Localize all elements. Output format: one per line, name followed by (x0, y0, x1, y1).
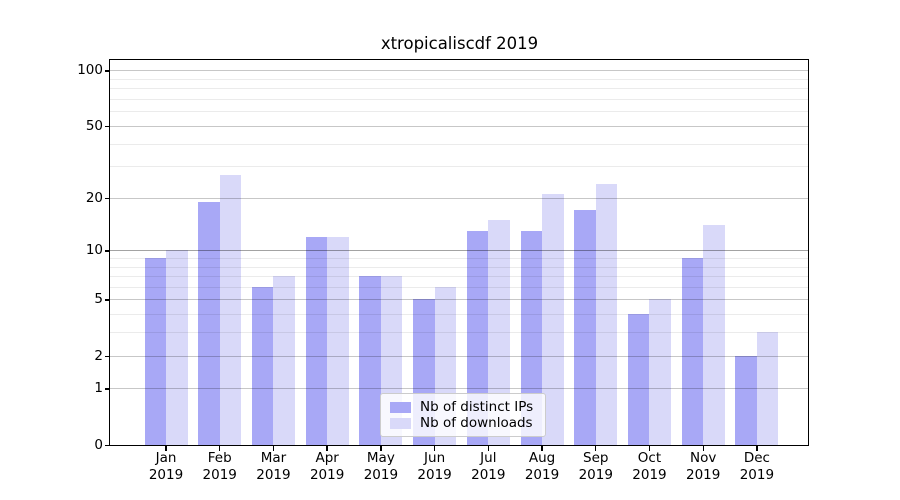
bar-distinct-ips-oct-2019 (627, 314, 650, 446)
gridline-major (110, 355, 809, 357)
gridline-minor (110, 88, 809, 90)
bar-downloads-nov-2019 (703, 225, 725, 446)
y-tick-label: 10 (85, 242, 103, 259)
chart-title: xtropicaliscdf 2019 (380, 34, 539, 53)
x-tick (541, 445, 543, 451)
y-tick (105, 444, 110, 447)
x-tick (648, 445, 651, 451)
gridline-minor (110, 266, 809, 268)
x-tick (756, 445, 758, 451)
gridline-major (110, 388, 809, 390)
gridline-minor (110, 166, 809, 168)
plot-area (110, 59, 809, 446)
gridline-minor (110, 111, 809, 113)
y-tick-label: 2 (94, 347, 103, 364)
x-tick-label: Feb 2019 (202, 450, 237, 483)
bar-downloads-sep-2019 (595, 183, 618, 446)
x-tick-label: Aug 2019 (524, 450, 560, 483)
y-tick (105, 355, 110, 357)
x-tick-label: Jul 2019 (471, 450, 506, 483)
bar-distinct-ips-mar-2019 (251, 286, 274, 446)
y-tick (105, 70, 110, 72)
gridline-minor (110, 258, 809, 259)
gridline-major (110, 197, 809, 199)
x-tick-label: Oct 2019 (632, 450, 667, 483)
bar-distinct-ips-sep-2019 (574, 210, 596, 446)
y-tick (105, 299, 110, 301)
gridline-minor (110, 143, 809, 145)
legend-label: Nb of downloads (420, 415, 533, 431)
y-tick (105, 125, 110, 128)
bar-distinct-ips-jul-2019 (466, 230, 489, 446)
bar-downloads-feb-2019 (219, 174, 242, 446)
bar-downloads-jan-2019 (166, 250, 188, 446)
gridline-major (110, 125, 809, 127)
bar-downloads-dec-2019 (756, 332, 779, 446)
gridline-minor (110, 286, 809, 288)
y-tick-label: 0 (94, 436, 103, 453)
bar-distinct-ips-apr-2019 (305, 236, 328, 446)
bar-downloads-aug-2019 (542, 194, 564, 446)
y-tick (105, 250, 110, 252)
x-tick (272, 445, 275, 451)
legend-item: Nb of distinct IPs (390, 399, 536, 415)
legend-swatch-downloads (390, 417, 411, 429)
x-tick (219, 445, 221, 451)
y-tick-label: 20 (85, 189, 103, 206)
x-tick (165, 445, 167, 451)
bar-distinct-ips-nov-2019 (681, 258, 704, 446)
legend-item: Nb of downloads (390, 415, 536, 431)
x-tick (702, 445, 704, 451)
bar-distinct-ips-feb-2019 (198, 201, 220, 446)
gridline-minor (110, 78, 809, 80)
legend-swatch-distinct-ips (390, 401, 411, 413)
x-tick (487, 445, 489, 451)
bar-distinct-ips-aug-2019 (520, 230, 543, 446)
gridline-minor (110, 99, 809, 101)
x-tick-label: Nov 2019 (686, 450, 721, 483)
legend: Nb of distinct IPs Nb of downloads (380, 393, 546, 437)
bar-downloads-mar-2019 (273, 276, 295, 446)
gridline-major (110, 299, 809, 301)
x-tick-label: Jun 2019 (417, 450, 452, 483)
x-tick (380, 445, 382, 451)
gridline-minor (110, 332, 809, 334)
gridline-major (110, 250, 809, 252)
bar-distinct-ips-jan-2019 (144, 258, 166, 446)
x-tick-label: May 2019 (363, 450, 399, 483)
y-tick-label: 100 (77, 62, 103, 79)
y-tick (105, 388, 110, 390)
y-tick (105, 197, 110, 200)
x-tick (326, 445, 328, 451)
x-tick-label: Apr 2019 (309, 450, 345, 483)
y-tick-label: 1 (94, 380, 103, 397)
gridline-minor (110, 276, 809, 278)
bar-downloads-apr-2019 (327, 236, 349, 446)
x-tick-label: Sep 2019 (578, 450, 613, 483)
x-tick-label: Jan 2019 (148, 450, 184, 483)
x-tick-label: Mar 2019 (256, 450, 291, 483)
x-tick-label: Dec 2019 (739, 450, 775, 483)
gridline-major (110, 70, 809, 72)
legend-label: Nb of distinct IPs (420, 399, 534, 415)
gridline-minor (110, 314, 809, 316)
y-tick-label: 5 (94, 291, 103, 308)
bar-distinct-ips-may-2019 (359, 276, 381, 446)
y-tick-label: 50 (85, 117, 103, 134)
bar-distinct-ips-dec-2019 (735, 355, 757, 446)
x-tick (595, 445, 597, 451)
x-tick (433, 445, 436, 451)
bar-downloads-oct-2019 (649, 299, 671, 446)
bar-downloads-jul-2019 (488, 219, 510, 446)
